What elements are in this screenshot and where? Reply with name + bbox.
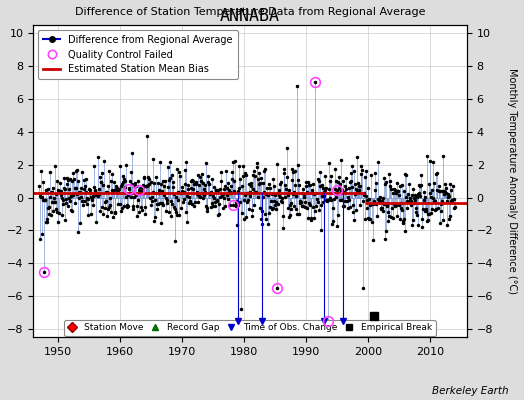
Title: ANNABA: ANNABA bbox=[220, 7, 280, 25]
Y-axis label: Monthly Temperature Anomaly Difference (°C): Monthly Temperature Anomaly Difference (… bbox=[507, 68, 517, 294]
Legend: Station Move, Record Gap, Time of Obs. Change, Empirical Break: Station Move, Record Gap, Time of Obs. C… bbox=[64, 320, 436, 336]
Text: Difference of Station Temperature Data from Regional Average: Difference of Station Temperature Data f… bbox=[75, 7, 425, 17]
Text: Berkeley Earth: Berkeley Earth bbox=[432, 386, 508, 396]
